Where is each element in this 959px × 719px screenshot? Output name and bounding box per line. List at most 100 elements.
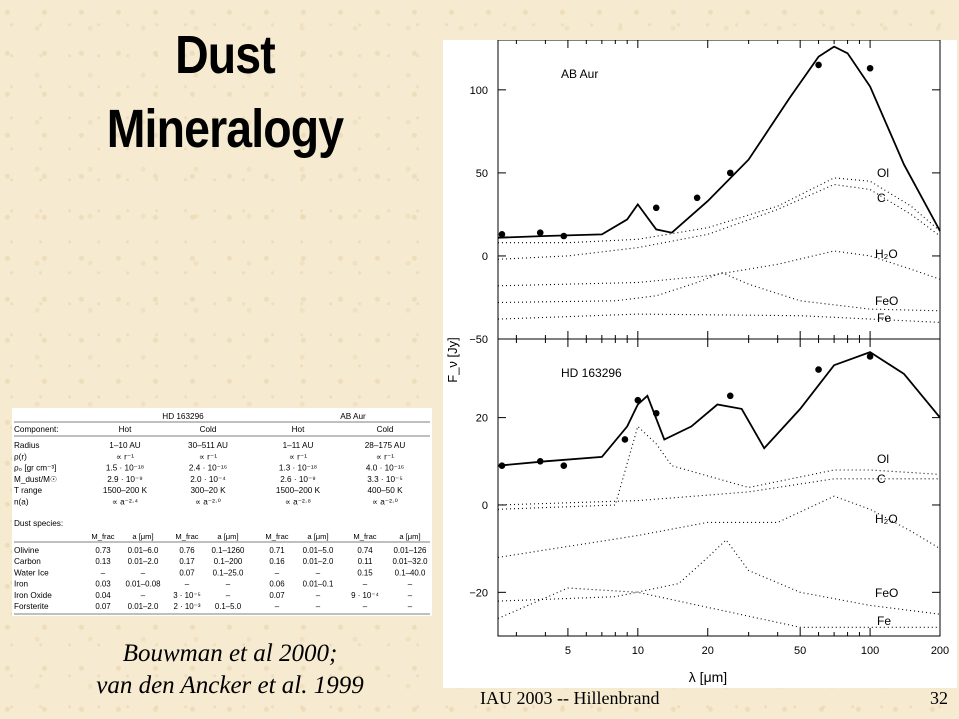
table-dust-cell: – <box>316 568 321 577</box>
y-tick-label: −50 <box>469 334 488 346</box>
table-dust-cell: 0.1–5.0 <box>215 602 242 611</box>
table-dust-cell: – <box>275 602 280 611</box>
table-group-header: HD 163296 <box>162 412 204 421</box>
table-dust-cell: 0.01–2.0 <box>128 557 159 566</box>
table-cell: 2.6 · 10⁻⁹ <box>280 475 316 484</box>
table-group-header: AB Aur <box>340 412 366 421</box>
table-cell: 1–11 AU <box>283 441 314 450</box>
y-tick-label: 20 <box>476 413 488 425</box>
y-tick-label: 0 <box>482 251 488 263</box>
table-dust-cell: 0.01–2.0 <box>303 557 334 566</box>
table-dust-cell: 0.13 <box>95 557 111 566</box>
y-tick-label: −20 <box>469 587 488 599</box>
table-cell: 2.4 · 10⁻¹⁶ <box>189 464 227 473</box>
table-cell: ∝ a⁻²·⁴ <box>112 498 138 507</box>
panel-annotation: AB Aur <box>561 67 598 81</box>
table-column-label: Hot <box>119 425 132 434</box>
table-dust-cell: 2 · 10⁻³ <box>174 602 201 611</box>
x-tick-label: 20 <box>702 645 714 657</box>
table-dust-cell: 0.07 <box>95 602 110 611</box>
table-row-label: ρ(r) <box>14 452 27 461</box>
table-dust-cell: – <box>226 580 231 589</box>
y-tick-label: 50 <box>476 168 488 180</box>
table-dust-cell: 0.01–2.0 <box>128 602 159 611</box>
component-label: H₂O <box>875 512 898 526</box>
component-label: C <box>877 472 886 486</box>
table-dust-cell: 0.01–0.08 <box>125 580 161 589</box>
component-label: FeO <box>875 294 898 308</box>
table-dust-cell: – <box>408 591 413 600</box>
component-curve-FeO <box>497 539 941 615</box>
component-label: FeO <box>875 586 898 600</box>
table-dust-header: a [μm] <box>217 532 238 541</box>
table-dust-cell: – <box>275 568 280 577</box>
table-cell: 30–511 AU <box>188 441 228 450</box>
table-cell: ∝ a⁻²·⁸ <box>285 498 311 507</box>
table-dust-cell: 0.16 <box>269 557 285 566</box>
y-tick-label: 100 <box>470 85 488 97</box>
x-axis-label: λ [μm] <box>689 669 727 685</box>
table-dust-cell: 0.1–1260 <box>212 546 246 555</box>
component-curve-Fe <box>497 587 940 628</box>
sed-chart: −50 0 50 100 AB Aur −20 0 20 HD 163296 Ol C H₂O FeO F… <box>443 39 957 688</box>
x-tick-label: 10 <box>632 645 644 657</box>
component-curve-H₂O <box>497 495 941 558</box>
table-dust-header: a [μm] <box>399 532 420 541</box>
table-dust-cell: 3 · 10⁻⁵ <box>173 591 201 600</box>
x-tick-label: 50 <box>794 645 806 657</box>
table-row-label: T range <box>14 486 43 495</box>
y-tick-label: 0 <box>482 500 488 512</box>
photometry-point <box>536 457 544 465</box>
table-dust-cell: 0.74 <box>357 546 373 555</box>
table-dust-row-label: Carbon <box>14 557 41 566</box>
parameters-table-svg: HD 163296 AB Aur Component: Hot Cold Hot Cold R… <box>14 412 430 615</box>
photometry-point <box>866 353 874 360</box>
table-cell: 1–10 AU <box>109 441 140 450</box>
photometry-point <box>726 392 734 400</box>
table-dust-cell: 0.01–32.0 <box>392 557 428 566</box>
x-tick-label: 5 <box>565 645 571 657</box>
x-tick-label: 100 <box>861 645 879 657</box>
table-dust-header: M_frac <box>91 532 114 541</box>
table-dust-cell: – <box>185 580 190 589</box>
component-curve-Ol <box>497 425 941 510</box>
table-dust-cell: 0.01–6.0 <box>128 546 159 555</box>
table-column-label: Cold <box>200 425 217 434</box>
component-curve-C <box>497 478 940 506</box>
table-dust-row-label: Forsterite <box>14 602 49 611</box>
citation-line-2: van den Ancker et al. 1999 <box>96 672 364 699</box>
table-dust-label: Dust species: <box>14 519 63 528</box>
table-cell: 300–20 K <box>190 486 226 495</box>
component-label: Fe <box>877 614 891 628</box>
table-dust-cell: 0.71 <box>269 546 284 555</box>
table-dust-cell: 0.04 <box>95 591 111 600</box>
table-cell: 1500–200 K <box>276 486 321 495</box>
slide-title-line-2: Mineralogy <box>106 99 344 159</box>
panel-annotation: HD 163296 <box>561 366 622 380</box>
footer-text: IAU 2003 -- Hillenbrand <box>480 688 660 708</box>
photometry-point <box>560 462 568 469</box>
table-dust-cell: – <box>408 580 413 589</box>
table-dust-row-label: Iron Oxide <box>14 591 52 600</box>
table-dust-cell: 0.01–5.0 <box>303 546 334 555</box>
table-dust-cell: – <box>316 602 321 611</box>
table-cell: 3.3 · 10⁻⁵ <box>367 475 402 484</box>
component-label: H₂O <box>875 247 898 261</box>
table-dust-cell: – <box>141 568 146 577</box>
table-dust-cell: 0.1–200 <box>214 557 243 566</box>
table-dust-cell: 0.15 <box>357 568 373 577</box>
x-tick-label: 200 <box>931 645 949 657</box>
table-dust-cell: 0.01–0.1 <box>303 580 334 589</box>
photometry-point <box>621 436 629 443</box>
table-dust-cell: 0.06 <box>269 580 285 589</box>
table-cell: 2.0 · 10⁻⁴ <box>190 475 226 484</box>
table-dust-cell: – <box>316 591 321 600</box>
table-dust-cell: 0.17 <box>179 557 194 566</box>
table-dust-cell: – <box>141 591 146 600</box>
plot-frame <box>497 338 941 637</box>
table-cell: ∝ r⁻¹ <box>116 452 134 461</box>
table-column-label: Cold <box>377 425 394 434</box>
table-dust-cell: – <box>226 591 231 600</box>
table-cell: 4.0 · 10⁻¹⁶ <box>366 464 404 473</box>
photometry-point <box>536 229 544 236</box>
